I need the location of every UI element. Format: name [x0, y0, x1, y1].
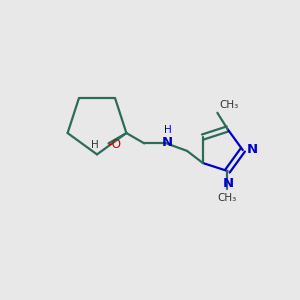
Text: N: N [162, 136, 173, 149]
Text: H: H [92, 140, 99, 149]
Text: N: N [247, 143, 258, 156]
Text: H: H [164, 125, 171, 135]
Text: -O: -O [107, 138, 121, 151]
Text: N: N [223, 178, 234, 190]
Text: CH₃: CH₃ [220, 100, 239, 110]
Text: CH₃: CH₃ [218, 193, 237, 203]
